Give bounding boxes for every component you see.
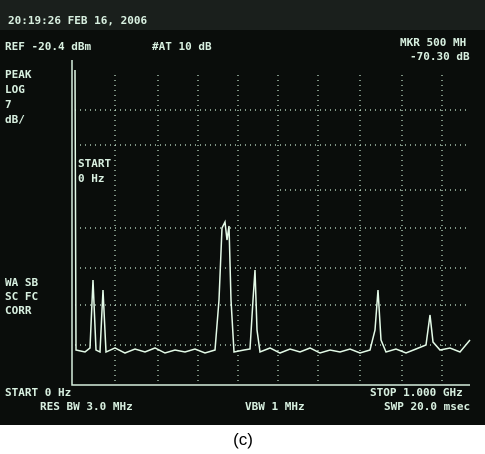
res-bw: RES BW 3.0 MHz: [40, 400, 133, 413]
stop: STOP 1.000 GHz: [370, 386, 463, 399]
sweep: SWP 20.0 msec: [384, 400, 470, 413]
mode-label: WA SB: [5, 276, 38, 289]
marker-freq: MKR 500 MH: [400, 36, 466, 49]
caption: (c): [233, 430, 253, 449]
left-label: LOG: [5, 83, 25, 96]
reference: REF -20.4 dBm: [5, 40, 91, 53]
bezel: [0, 0, 485, 30]
start-inner: 0 Hz: [78, 172, 105, 185]
left-label: dB/: [5, 113, 25, 126]
mode-label: SC FC: [5, 290, 38, 303]
left-label: 7: [5, 98, 12, 111]
graticule-border: [71, 60, 470, 386]
attenuation: #AT 10 dB: [152, 40, 212, 53]
screen-photo: [0, 0, 485, 425]
spectrum-trace: [74, 69, 471, 354]
start-inner: START: [78, 157, 111, 170]
timestamp: 20:19:26 FEB 16, 2006: [8, 14, 147, 27]
vbw: VBW 1 MHz: [245, 400, 305, 413]
marker-level: -70.30 dB: [410, 50, 470, 63]
mode-label: CORR: [5, 304, 32, 317]
start: START 0 Hz: [5, 386, 71, 399]
left-label: PEAK: [5, 68, 32, 81]
grid: [75, 75, 470, 385]
